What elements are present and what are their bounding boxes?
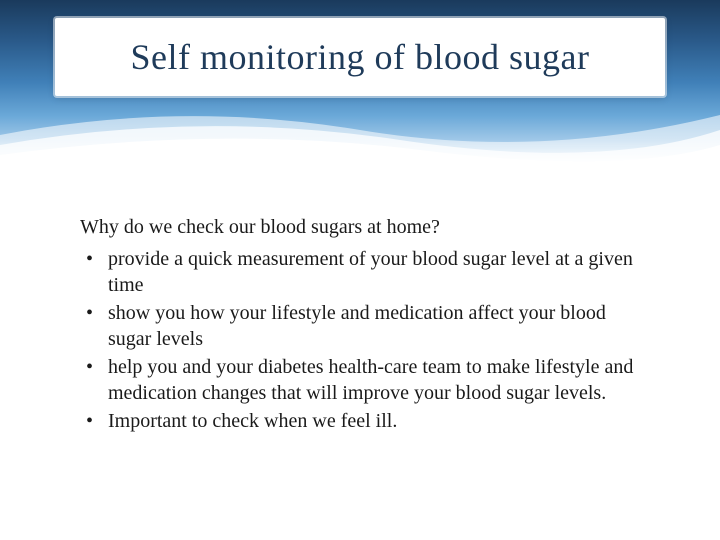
slide-title: Self monitoring of blood sugar: [83, 36, 637, 78]
list-item: show you how your lifestyle and medicati…: [80, 300, 650, 352]
intro-text: Why do we check our blood sugars at home…: [80, 215, 650, 240]
title-card: Self monitoring of blood sugar: [55, 18, 665, 96]
list-item: help you and your diabetes health-care t…: [80, 354, 650, 406]
slide-body: Why do we check our blood sugars at home…: [80, 215, 650, 436]
bullet-list: provide a quick measurement of your bloo…: [80, 246, 650, 434]
list-item: Important to check when we feel ill.: [80, 408, 650, 434]
wave-decoration: [0, 95, 720, 175]
list-item: provide a quick measurement of your bloo…: [80, 246, 650, 298]
